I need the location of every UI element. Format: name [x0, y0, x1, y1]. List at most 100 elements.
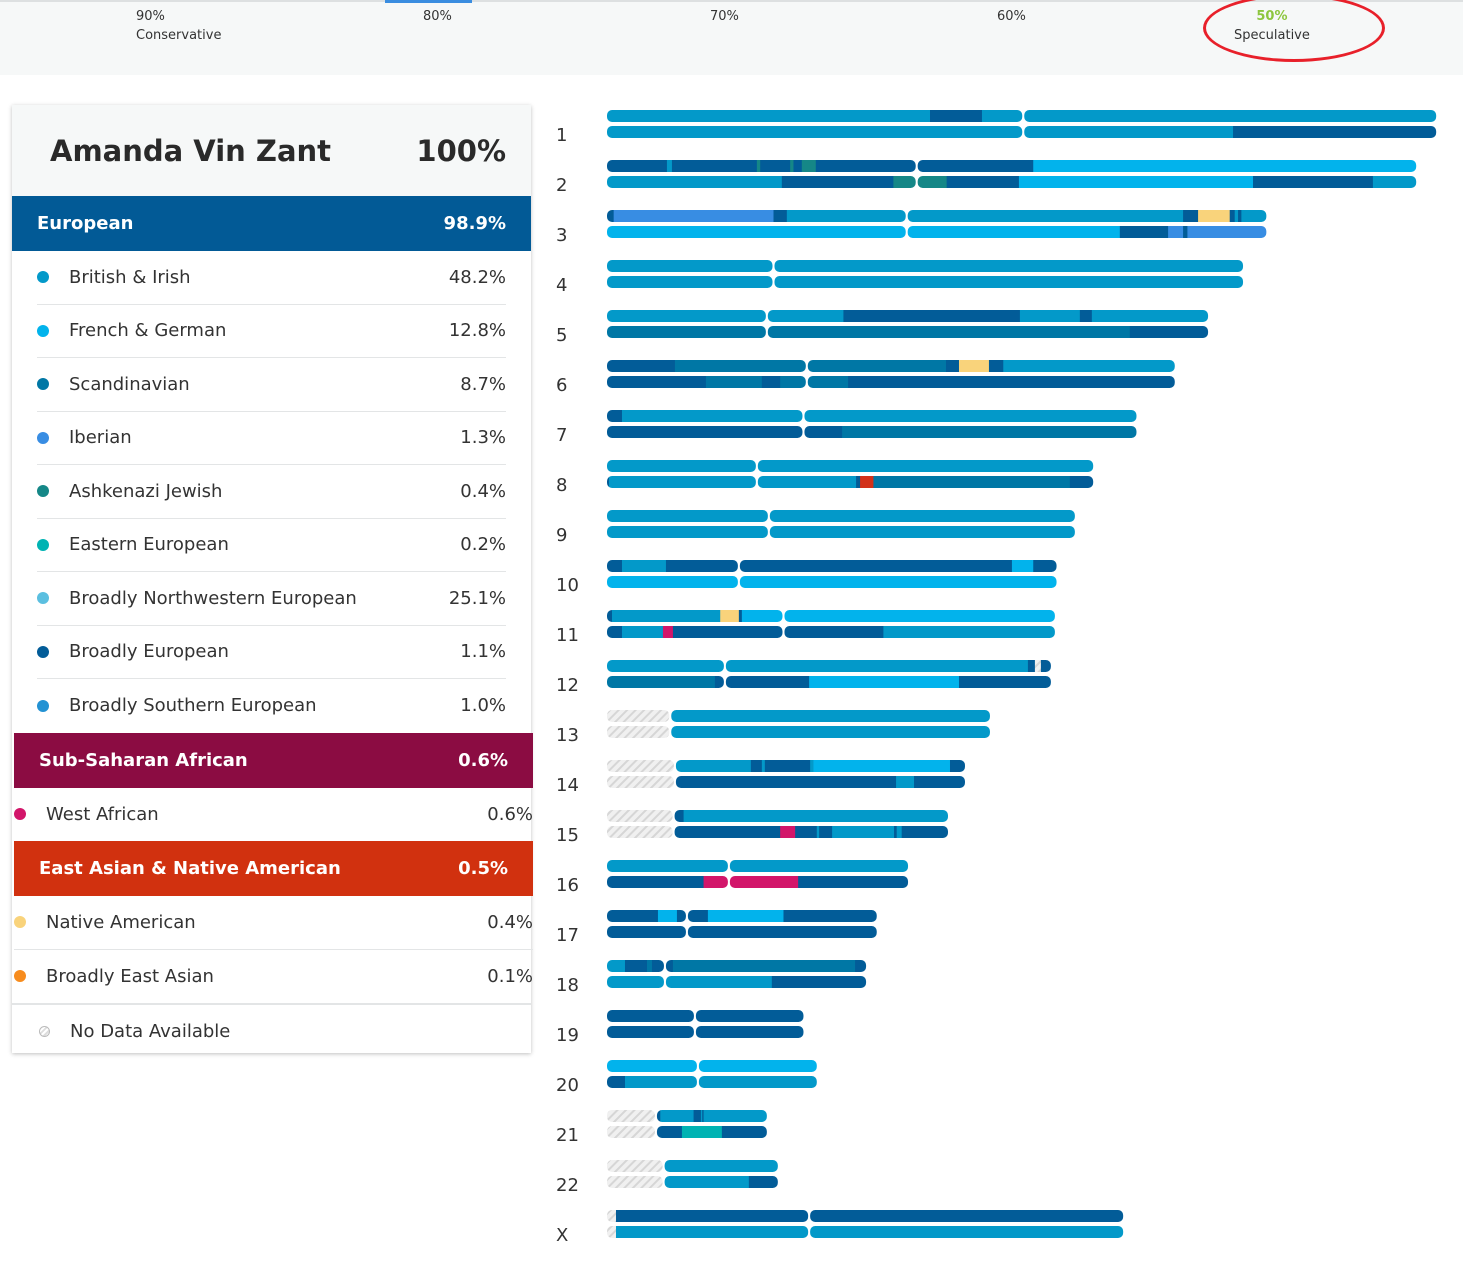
chromosome-13[interactable]: 13 [556, 710, 990, 746]
group-header-european[interactable]: European 98.9% [12, 196, 531, 251]
segment-dk[interactable] [739, 560, 1013, 572]
no-data-row[interactable]: No Data Available [12, 1003, 531, 1058]
segment-bi[interactable] [1234, 210, 1239, 222]
segment-dk[interactable] [781, 176, 894, 188]
segment-dk[interactable] [949, 760, 965, 772]
segment-sc[interactable] [807, 376, 849, 388]
segment-dk[interactable] [738, 610, 743, 622]
segment-dk[interactable] [607, 626, 623, 638]
segment-dk[interactable] [672, 626, 784, 638]
segment-dk[interactable] [714, 676, 725, 688]
segment-dk[interactable] [1183, 210, 1199, 222]
segment-nd[interactable] [607, 810, 674, 822]
segment-dk[interactable] [1233, 126, 1437, 138]
segment-bi[interactable] [786, 210, 907, 222]
segment-bi[interactable] [607, 660, 725, 672]
segment-bi[interactable] [607, 460, 757, 472]
segment-dk[interactable] [988, 360, 1004, 372]
segment-ib[interactable] [613, 210, 774, 222]
segment-bi[interactable] [607, 260, 774, 272]
segment-dk[interactable] [843, 310, 850, 322]
confidence-70[interactable]: 70% [710, 7, 739, 26]
segment-fg[interactable] [783, 610, 1055, 622]
confidence-60[interactable]: 60% [997, 7, 1026, 26]
segment-bi[interactable] [907, 210, 1184, 222]
segment-dk[interactable] [815, 160, 917, 172]
segment-wa[interactable] [662, 626, 674, 638]
segment-bi[interactable] [607, 176, 783, 188]
segment-sc[interactable] [767, 326, 1131, 338]
segment-sc[interactable] [780, 376, 807, 388]
segment-dk[interactable] [671, 160, 758, 172]
segment-sc[interactable] [607, 676, 716, 688]
segment-fg[interactable] [607, 226, 907, 238]
segment-bi[interactable] [624, 1076, 698, 1088]
segment-dk[interactable] [607, 1026, 695, 1038]
segment-dk[interactable] [750, 760, 763, 772]
segment-dk[interactable] [1033, 560, 1057, 572]
ancestry-row[interactable]: West African 0.6% [14, 788, 533, 842]
segment-sc[interactable] [607, 326, 767, 338]
chromosome-10[interactable]: 10 [556, 560, 1057, 596]
segment-fg[interactable] [1018, 176, 1254, 188]
ancestry-row[interactable]: Scandinavian 8.7% [37, 358, 506, 412]
segment-fg[interactable] [739, 576, 1057, 588]
segment-dk[interactable] [901, 826, 949, 838]
segment-dk[interactable] [607, 876, 705, 888]
segment-bi[interactable] [607, 510, 769, 522]
segment-bi[interactable] [670, 726, 990, 738]
segment-dk[interactable] [1119, 226, 1169, 238]
segment-dk[interactable] [917, 160, 1034, 172]
segment-nd[interactable] [607, 760, 675, 772]
segment-ib[interactable] [1187, 226, 1267, 238]
segment-dk[interactable] [656, 1126, 683, 1138]
chromosome-22[interactable]: 22 [556, 1160, 778, 1196]
chromosome-11[interactable]: 11 [556, 610, 1055, 646]
chromosome-5[interactable]: 5 [556, 310, 1209, 346]
segment-dk[interactable] [1129, 326, 1209, 338]
chromosome-19[interactable]: 19 [556, 1010, 804, 1046]
segment-nd[interactable] [607, 1226, 617, 1238]
segment-dk[interactable] [721, 1126, 767, 1138]
segment-aj[interactable] [790, 160, 794, 172]
segment-bi[interactable] [816, 826, 820, 838]
ancestry-row[interactable]: Broadly East Asian 0.1% [14, 950, 533, 1004]
segment-dk[interactable] [607, 910, 659, 922]
segment-bi[interactable] [1241, 210, 1267, 222]
segment-ea[interactable] [860, 476, 874, 488]
segment-bi[interactable] [810, 760, 814, 772]
segment-dk[interactable] [773, 210, 788, 222]
segment-bi[interactable] [774, 276, 1244, 288]
segment-dk[interactable] [607, 426, 804, 438]
segment-bi[interactable] [1023, 126, 1234, 138]
segment-ee[interactable] [681, 1126, 723, 1138]
segment-wa[interactable] [729, 876, 799, 888]
segment-bi[interactable] [761, 760, 766, 772]
segment-bi[interactable] [607, 526, 769, 538]
chromosome-3[interactable]: 3 [556, 210, 1267, 246]
segment-dk[interactable] [760, 160, 791, 172]
segment-dk[interactable] [748, 1176, 778, 1188]
segment-fg[interactable] [657, 910, 678, 922]
segment-bi[interactable] [675, 760, 752, 772]
segment-nd[interactable] [607, 710, 671, 722]
segment-bi[interactable] [1003, 360, 1175, 372]
segment-bi[interactable] [607, 960, 626, 972]
segment-dk[interactable] [665, 560, 739, 572]
segment-dk[interactable] [607, 476, 610, 488]
ancestry-row[interactable]: Iberian 1.3% [37, 412, 506, 465]
ancestry-row[interactable]: Broadly Southern European 1.0% [37, 679, 506, 733]
segment-bi[interactable] [729, 860, 909, 872]
segment-bi[interactable] [664, 1160, 779, 1172]
segment-bi[interactable] [621, 626, 664, 638]
segment-dk[interactable] [848, 376, 1175, 388]
segment-na[interactable] [958, 360, 990, 372]
segment-fg[interactable] [607, 576, 739, 588]
chromosome-20[interactable]: 20 [556, 1060, 817, 1096]
segment-bi[interactable] [809, 1226, 1124, 1238]
chromosome-X[interactable]: X [556, 1210, 1124, 1246]
segment-dk[interactable] [695, 1010, 804, 1022]
segment-nd[interactable] [607, 1126, 656, 1138]
segment-dk[interactable] [607, 1010, 695, 1022]
chromosome-16[interactable]: 16 [556, 860, 909, 896]
